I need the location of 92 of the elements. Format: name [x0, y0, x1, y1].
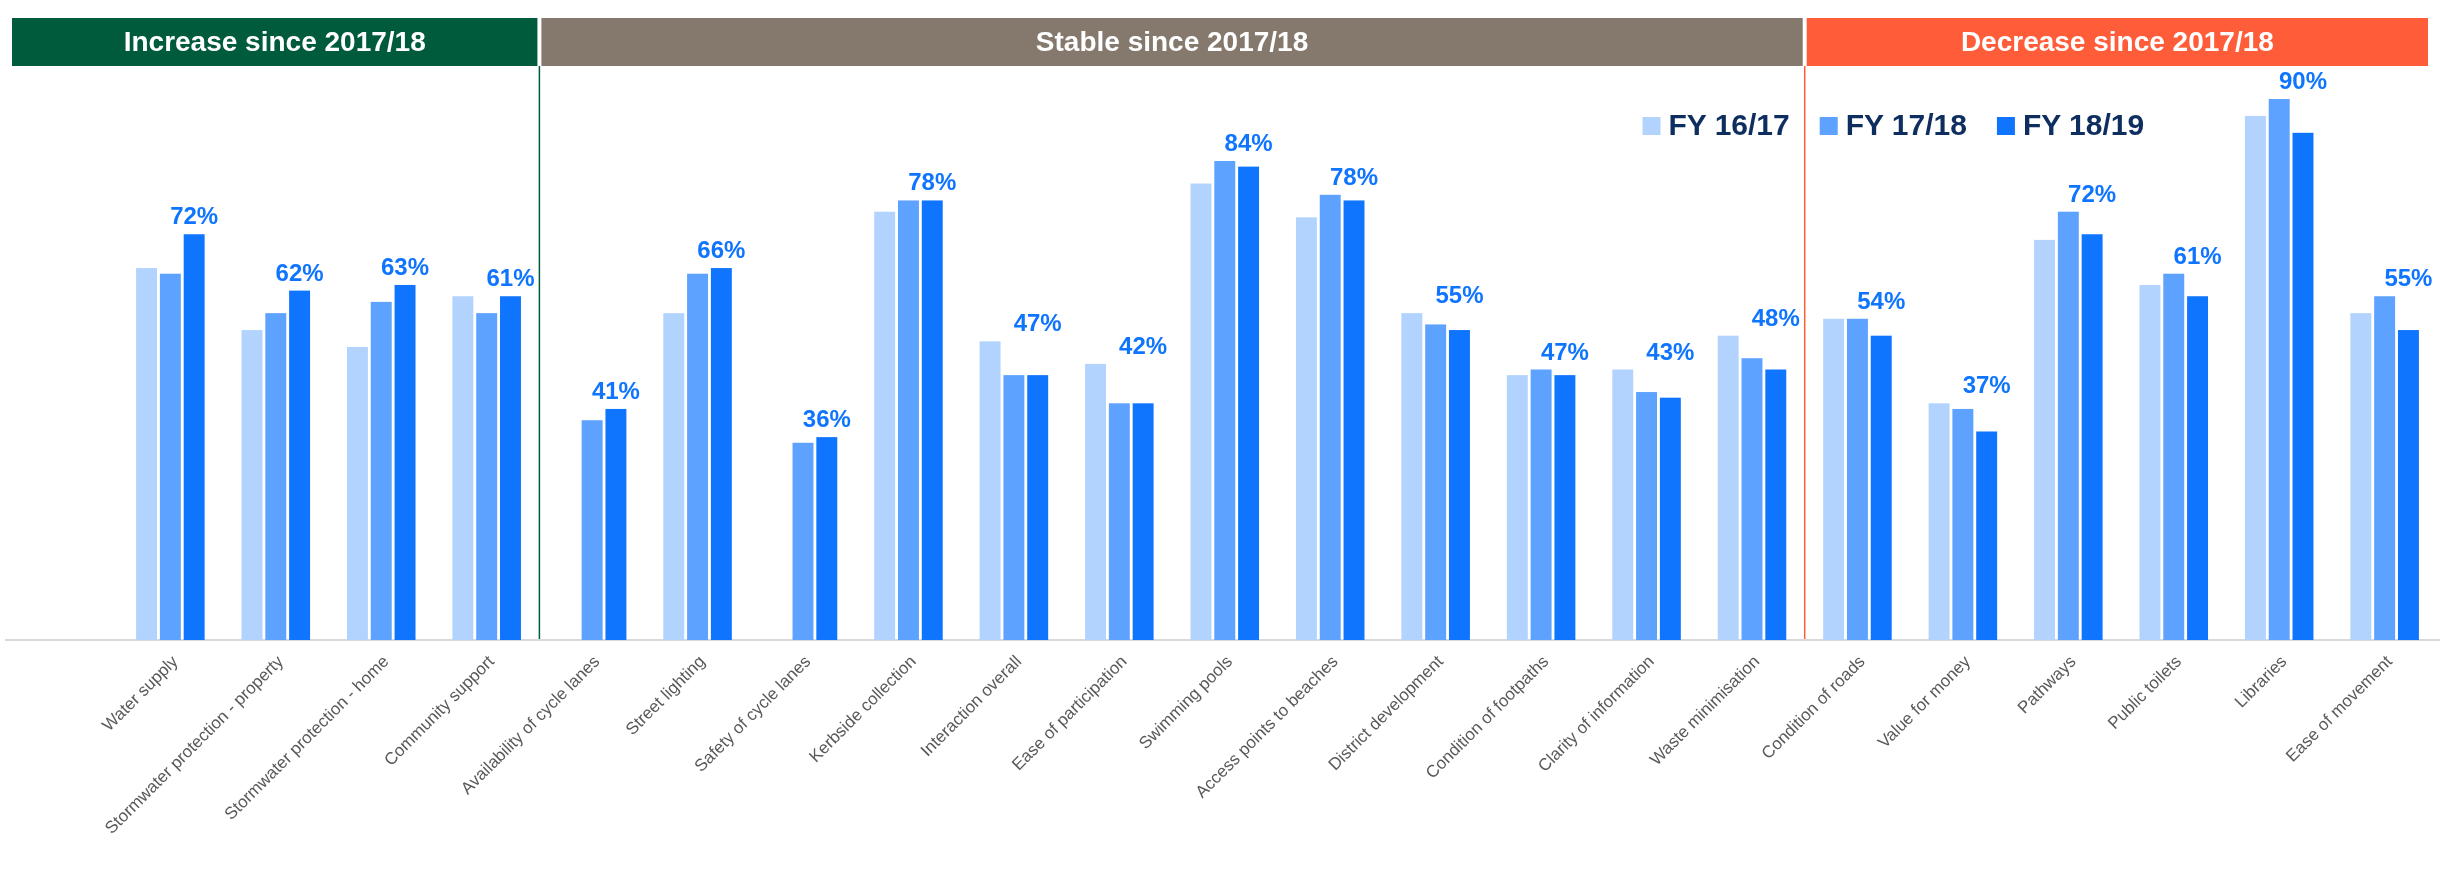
data-label: 37% [1962, 371, 2011, 399]
bar [241, 330, 263, 640]
data-label: 72% [2068, 179, 2117, 207]
bar [2034, 239, 2055, 640]
bar [2187, 296, 2209, 640]
bar [394, 284, 416, 640]
data-label: 47% [1013, 309, 1062, 337]
legend-label: FY 16/17 [1668, 108, 1790, 141]
bar [2163, 273, 2185, 640]
bar [1741, 358, 1763, 640]
bar [2350, 313, 2372, 640]
bar [1530, 369, 1552, 640]
bar [1976, 431, 1998, 640]
data-label: 41% [591, 376, 640, 404]
data-label: 63% [381, 252, 430, 280]
bar [2057, 211, 2079, 640]
bar [1952, 408, 1974, 640]
bar [1132, 403, 1154, 640]
bar [289, 290, 311, 640]
data-label: 66% [697, 236, 746, 264]
bar [1659, 397, 1681, 640]
data-label: 78% [1330, 162, 1379, 190]
text: Increase since 2017/18 [123, 26, 426, 57]
data-label: 72% [170, 202, 219, 230]
bar [897, 200, 919, 640]
legend-label: FY 18/19 [2022, 108, 2145, 141]
bar [1823, 318, 1845, 640]
bar [1238, 166, 1260, 640]
bar [1343, 200, 1365, 640]
data-label: 36% [802, 405, 851, 433]
bar [710, 268, 732, 640]
bar [1108, 403, 1130, 640]
data-label: 78% [908, 168, 957, 196]
data-label: 55% [2384, 264, 2433, 292]
bar [1027, 375, 1049, 640]
bar [979, 341, 1001, 640]
bar [1846, 318, 1868, 640]
bar [2292, 132, 2314, 640]
bar [1717, 335, 1739, 640]
data-label: 84% [1224, 128, 1273, 156]
legend-label: FY 17/18 [1845, 108, 1967, 141]
bar [1295, 217, 1317, 640]
data-label: 90% [2278, 67, 2328, 94]
data-label: 62% [275, 258, 324, 286]
bar [2268, 99, 2290, 640]
bar [1554, 375, 1576, 640]
bar [1319, 194, 1341, 640]
bar [1085, 363, 1107, 640]
bar [500, 296, 521, 640]
bar [346, 346, 368, 640]
bar [605, 408, 627, 640]
bar [452, 296, 474, 640]
data-label: 43% [1646, 337, 1695, 365]
bar [1425, 324, 1447, 640]
bar [265, 313, 287, 640]
bar [2244, 115, 2266, 640]
bar [1506, 375, 1528, 640]
bar [476, 313, 498, 640]
bar [1190, 183, 1212, 640]
bar [2374, 296, 2396, 640]
data-label: 61% [2173, 241, 2222, 269]
bar [1448, 330, 1470, 640]
bar [1636, 392, 1658, 640]
data-label: 42% [1119, 331, 1168, 359]
text: Stable since 2017/18 [1035, 26, 1309, 57]
bar [1214, 160, 1236, 640]
bar [921, 200, 943, 640]
data-label: 55% [1435, 281, 1484, 309]
bar [2081, 234, 2103, 640]
bar [1401, 313, 1423, 640]
bar [159, 273, 181, 640]
bar [816, 437, 838, 640]
bar [136, 268, 158, 640]
data-label: 47% [1540, 337, 1589, 365]
bar [1870, 335, 1892, 640]
bar [792, 442, 814, 640]
bar [1612, 369, 1634, 640]
bar [1003, 375, 1025, 640]
bar [1765, 369, 1787, 640]
bar [2397, 330, 2419, 640]
bar [2139, 284, 2161, 640]
bar [874, 211, 896, 640]
bar [183, 234, 205, 640]
bar [1928, 403, 1950, 640]
data-label: 48% [1751, 303, 1800, 331]
bar [370, 301, 392, 640]
text: Decrease since 2017/18 [1960, 26, 2274, 57]
data-label: 61% [486, 264, 535, 292]
bar [581, 420, 603, 640]
bar [687, 273, 709, 640]
data-label: 54% [1857, 286, 1906, 314]
bar [663, 313, 685, 640]
